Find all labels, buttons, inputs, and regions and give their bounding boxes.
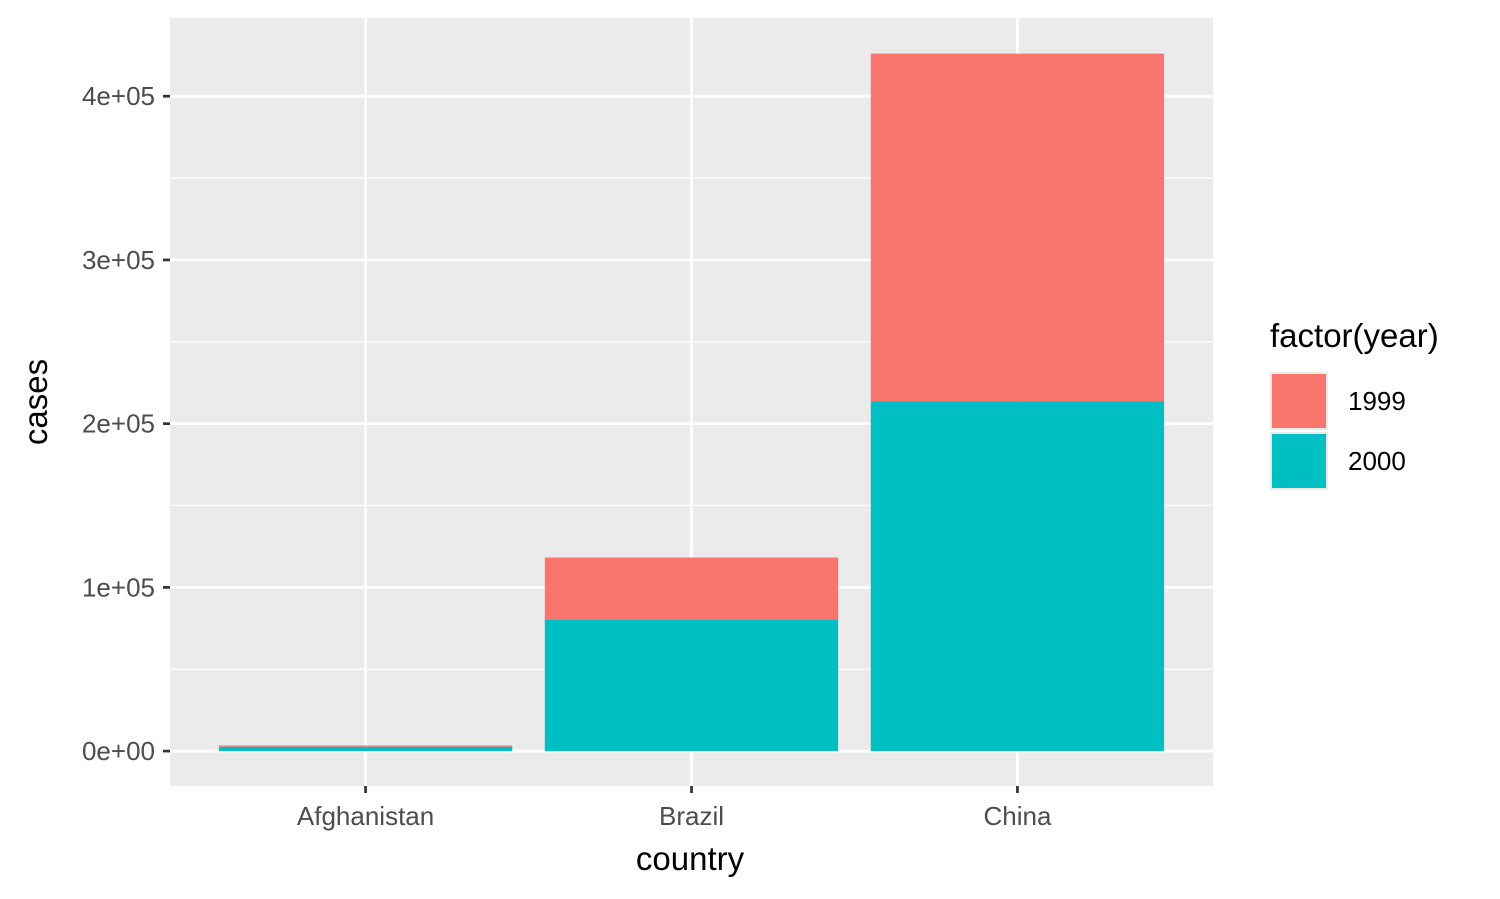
bar-afghanistan-2000 bbox=[218, 746, 513, 752]
bar-brazil-1999 bbox=[544, 557, 839, 620]
y-tick-label: 2e+05 bbox=[82, 409, 155, 439]
y-tick-label: 1e+05 bbox=[82, 572, 155, 602]
y-axis: 0e+00 1e+05 2e+05 3e+05 4e+05 bbox=[82, 81, 170, 766]
y-tick-label: 0e+00 bbox=[82, 736, 155, 766]
bars bbox=[218, 53, 1165, 752]
x-tick-label: Brazil bbox=[659, 801, 724, 831]
bar-afghanistan-1999 bbox=[218, 745, 513, 747]
legend: factor(year) 1999 2000 bbox=[1270, 317, 1439, 490]
x-tick-label: Afghanistan bbox=[297, 801, 434, 831]
legend-swatch-1999 bbox=[1272, 374, 1326, 428]
legend-swatch-2000 bbox=[1272, 434, 1326, 488]
x-tick-label: China bbox=[983, 801, 1051, 831]
x-axis: Afghanistan Brazil China bbox=[297, 786, 1052, 831]
legend-title: factor(year) bbox=[1270, 317, 1439, 354]
y-tick-label: 3e+05 bbox=[82, 245, 155, 275]
x-axis-title: country bbox=[636, 840, 745, 877]
legend-label-1999: 1999 bbox=[1348, 386, 1406, 416]
legend-label-2000: 2000 bbox=[1348, 446, 1406, 476]
y-tick-label: 4e+05 bbox=[82, 81, 155, 111]
bar-china-2000 bbox=[870, 401, 1165, 752]
bar-brazil-2000 bbox=[544, 619, 839, 752]
y-axis-title: cases bbox=[17, 359, 54, 445]
bar-china-1999 bbox=[870, 53, 1165, 402]
